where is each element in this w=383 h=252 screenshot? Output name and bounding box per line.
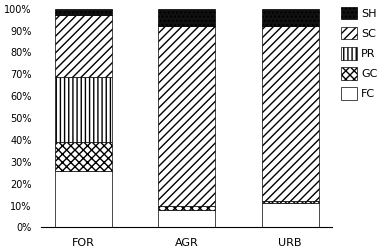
Bar <box>55 142 111 171</box>
Bar <box>55 9 111 15</box>
Legend: SH, SC, PR, GC, FC: SH, SC, PR, GC, FC <box>340 6 379 101</box>
Bar <box>158 9 215 26</box>
Bar <box>158 26 215 206</box>
Bar <box>158 210 215 227</box>
Bar <box>262 9 319 26</box>
Bar <box>262 26 319 201</box>
Bar <box>262 201 319 203</box>
Bar <box>158 206 215 210</box>
Bar <box>262 203 319 227</box>
Bar <box>55 77 111 142</box>
Bar <box>55 171 111 227</box>
Bar <box>55 15 111 77</box>
